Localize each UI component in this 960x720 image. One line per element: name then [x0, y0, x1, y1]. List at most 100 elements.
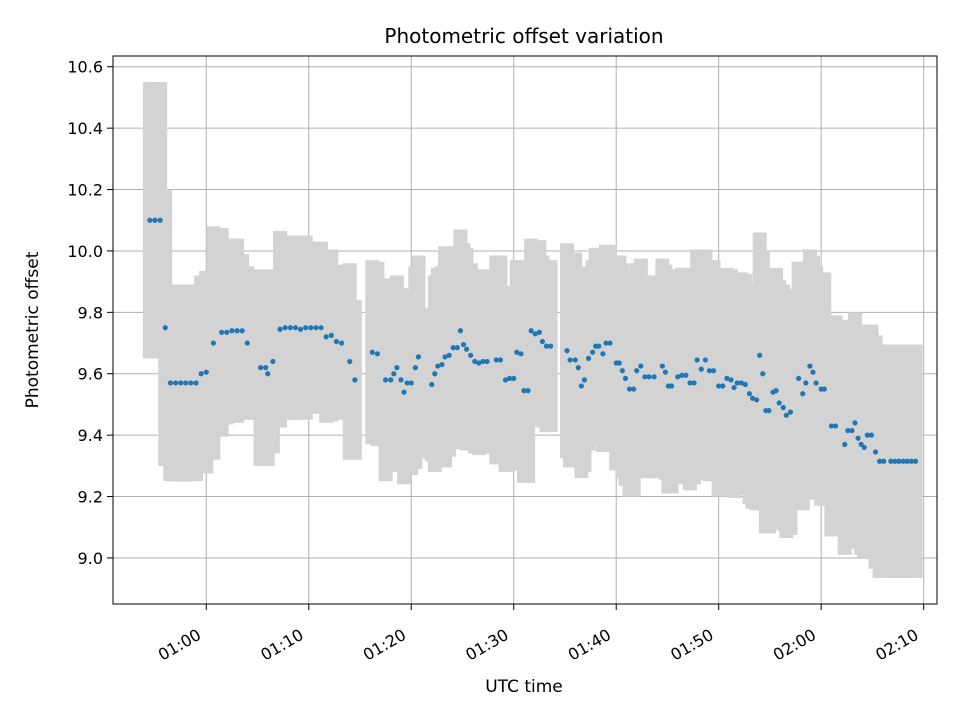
data-point [507, 375, 513, 381]
data-point [646, 374, 652, 380]
data-point [710, 368, 717, 374]
data-point [567, 357, 573, 363]
data-point [796, 375, 802, 381]
data-point [463, 346, 470, 352]
data-point [607, 340, 613, 346]
data-point [780, 404, 786, 411]
data-point [760, 371, 766, 377]
data-point [578, 383, 584, 389]
y-tick-label: 9.0 [78, 549, 103, 568]
data-point [415, 354, 422, 360]
data-point [842, 441, 848, 447]
data-point [532, 331, 538, 337]
data-point [702, 357, 708, 363]
data-point [564, 348, 570, 354]
data-point [634, 368, 640, 374]
data-point [766, 407, 772, 414]
data-point [548, 343, 554, 349]
data-point [694, 357, 700, 363]
data-point [432, 371, 438, 377]
y-tick-label: 9.6 [78, 365, 103, 384]
data-point [265, 371, 271, 377]
data-point [638, 363, 644, 369]
data-point [398, 377, 404, 383]
data-point [404, 380, 410, 386]
data-point [219, 329, 225, 335]
data-point [352, 377, 358, 383]
data-point [845, 427, 851, 434]
data-point [642, 374, 648, 380]
data-point [282, 325, 288, 331]
data-point [147, 217, 153, 223]
data-point [738, 380, 744, 386]
data-point [603, 340, 609, 346]
data-point [716, 383, 722, 389]
data-point [193, 380, 199, 386]
data-point [773, 388, 779, 394]
data-point [596, 343, 602, 349]
data-point [698, 366, 704, 372]
data-point [152, 217, 158, 223]
data-point [626, 386, 633, 392]
data-point [543, 343, 550, 349]
data-point [429, 381, 435, 388]
y-tick-label: 10.6 [67, 58, 103, 77]
data-point [234, 328, 240, 334]
data-point [178, 380, 184, 386]
data-point [229, 328, 235, 334]
y-tick-label: 10.4 [67, 119, 103, 138]
data-point [683, 372, 689, 378]
data-point [244, 340, 250, 346]
data-point [460, 341, 467, 348]
data-point [731, 384, 737, 391]
data-point [391, 371, 397, 377]
data-point [742, 381, 748, 388]
data-point [872, 449, 879, 455]
data-point [855, 435, 861, 441]
data-point [318, 325, 324, 331]
data-point [706, 368, 713, 374]
plot-frame [112, 55, 938, 605]
data-point [277, 326, 283, 332]
data-point [157, 217, 163, 223]
data-point [575, 365, 581, 371]
data-point [270, 358, 276, 365]
data-point [476, 360, 482, 366]
data-point [572, 357, 578, 363]
data-point [525, 388, 531, 394]
data-point [338, 340, 345, 346]
data-point [484, 358, 490, 365]
data-point [807, 363, 813, 369]
data-point [813, 380, 819, 386]
data-point [776, 400, 782, 406]
data-point [257, 365, 264, 371]
data-point [868, 432, 875, 438]
chart-title: Photometric offset variation [384, 24, 663, 48]
data-point [783, 412, 789, 418]
data-point [408, 380, 414, 386]
data-point [746, 391, 753, 397]
data-point [659, 363, 665, 369]
data-point [412, 365, 418, 371]
data-point [600, 351, 606, 357]
data-point [468, 352, 474, 358]
data-point [861, 444, 867, 451]
data-point [472, 358, 478, 365]
data-point [679, 372, 685, 378]
data-point [328, 332, 334, 338]
y-tick-label: 9.4 [78, 426, 103, 445]
data-point [821, 386, 827, 392]
data-point [590, 349, 596, 355]
data-point [518, 351, 524, 357]
data-point [292, 325, 299, 331]
data-point [313, 325, 319, 331]
data-point [162, 325, 168, 331]
data-point [502, 377, 509, 383]
data-point [188, 380, 194, 386]
data-point [892, 458, 898, 464]
data-point [172, 380, 179, 386]
data-point [622, 375, 629, 381]
data-point [308, 325, 314, 331]
data-point [323, 334, 329, 340]
